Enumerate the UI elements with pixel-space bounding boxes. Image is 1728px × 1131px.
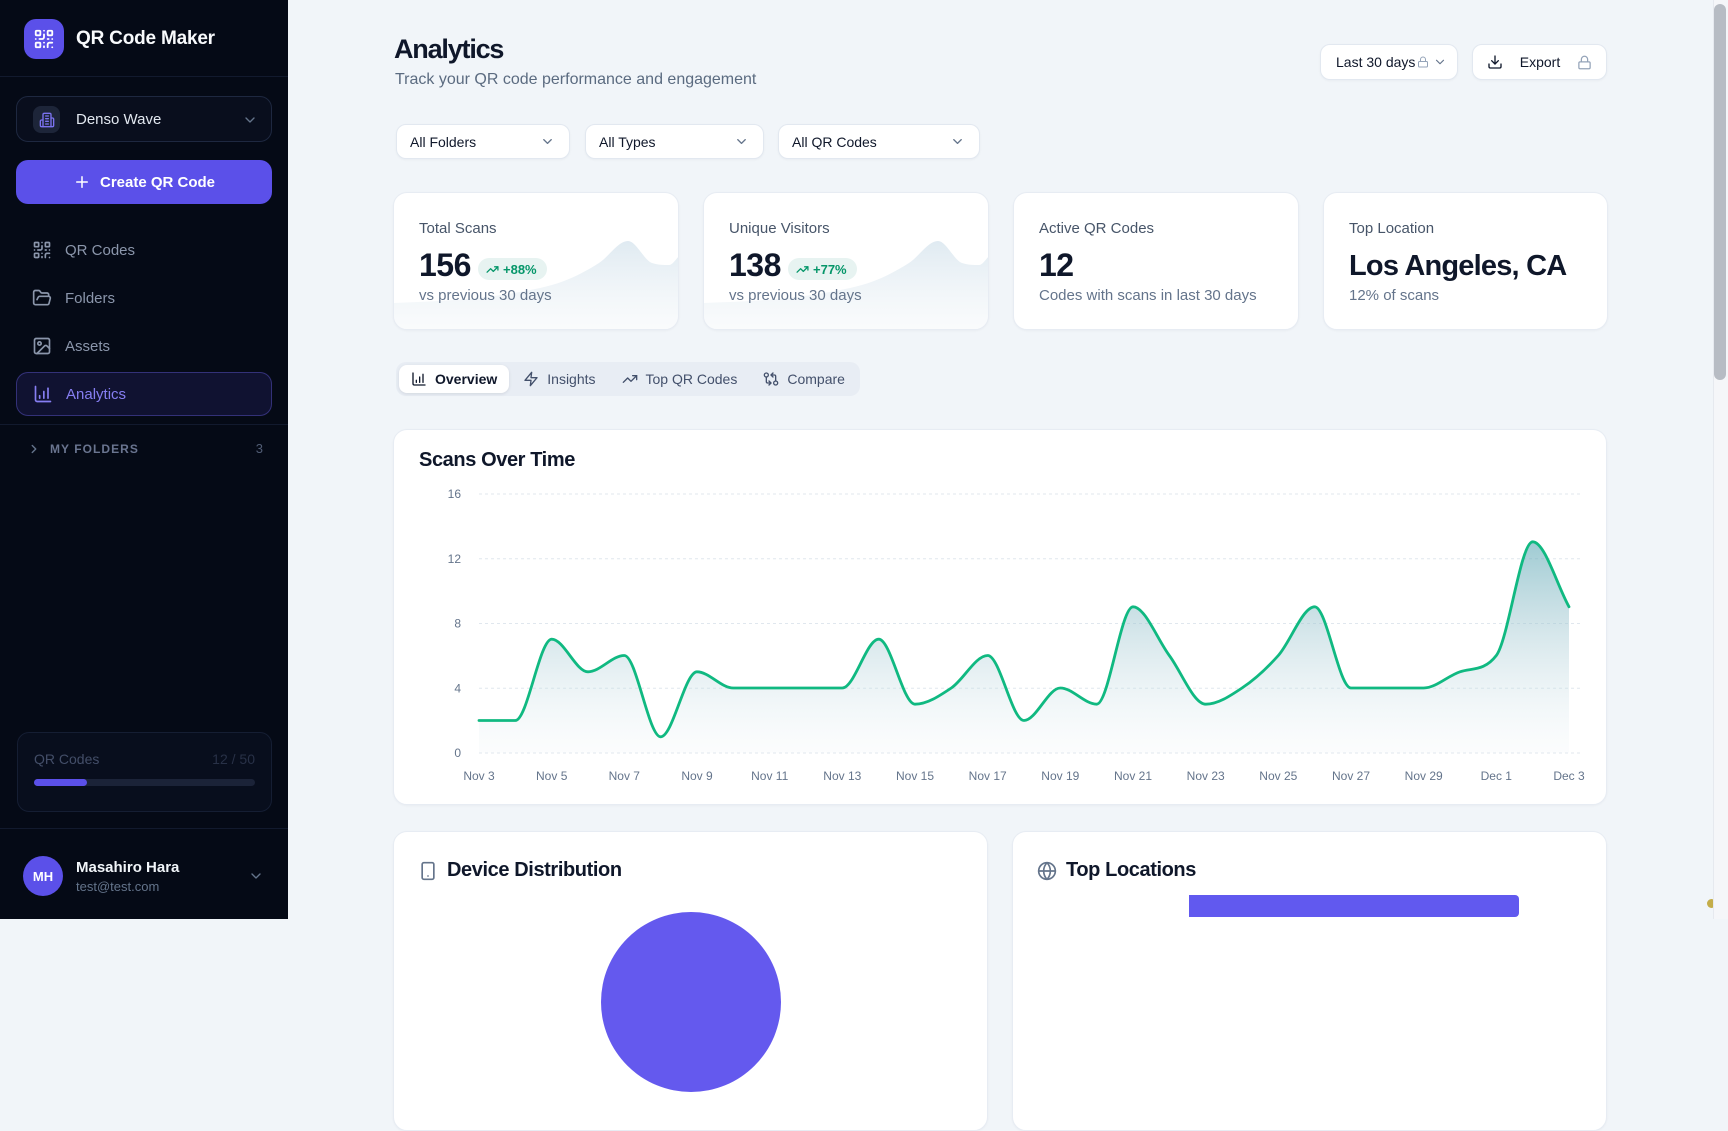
svg-text:Nov 15: Nov 15 [896,769,934,783]
svg-text:Nov 17: Nov 17 [969,769,1007,783]
svg-text:Dec 3: Dec 3 [1553,769,1585,783]
svg-text:Nov 21: Nov 21 [1114,769,1152,783]
svg-text:8: 8 [454,617,461,631]
svg-text:Nov 23: Nov 23 [1187,769,1225,783]
svg-text:16: 16 [448,487,462,501]
svg-text:Nov 19: Nov 19 [1041,769,1079,783]
svg-text:Nov 13: Nov 13 [823,769,861,783]
svg-text:Nov 9: Nov 9 [681,769,713,783]
svg-text:Nov 5: Nov 5 [536,769,568,783]
svg-text:0: 0 [454,746,461,760]
svg-text:Nov 25: Nov 25 [1259,769,1297,783]
svg-text:Nov 11: Nov 11 [751,769,788,783]
svg-text:12: 12 [448,552,462,566]
svg-text:Nov 27: Nov 27 [1332,769,1370,783]
svg-text:Nov 3: Nov 3 [463,769,495,783]
svg-text:4: 4 [454,681,461,695]
svg-text:Nov 29: Nov 29 [1405,769,1443,783]
svg-text:Dec 1: Dec 1 [1481,769,1513,783]
svg-text:Nov 7: Nov 7 [609,769,641,783]
